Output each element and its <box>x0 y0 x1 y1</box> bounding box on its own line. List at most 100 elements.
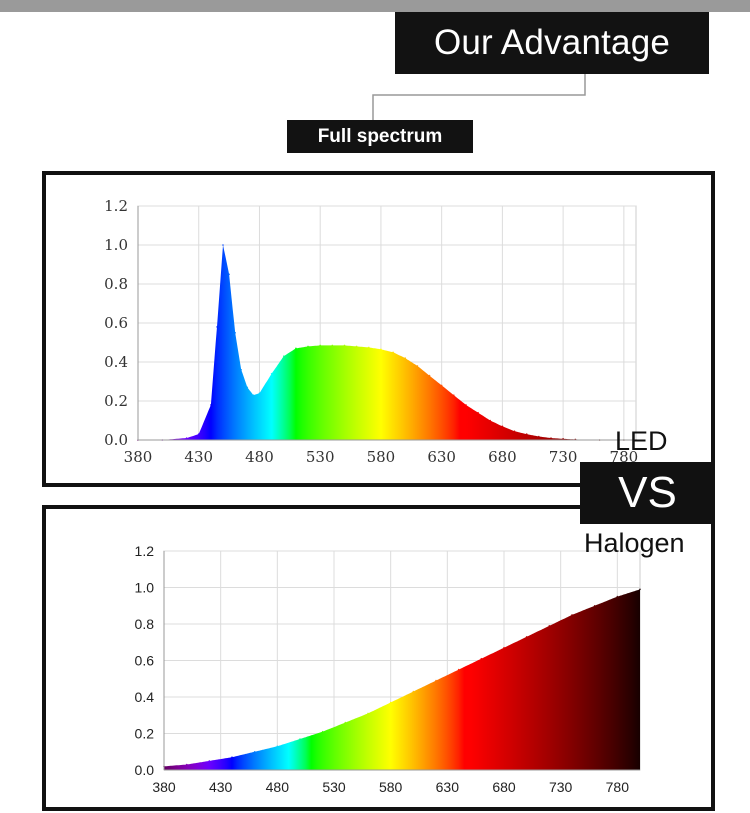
x-tick-label: 480 <box>245 448 274 466</box>
halogen-label: Halogen <box>584 528 685 558</box>
data-point <box>343 344 346 347</box>
data-point <box>367 712 369 715</box>
data-point <box>435 679 437 682</box>
data-point <box>538 435 540 438</box>
x-tick-label: 430 <box>184 448 213 466</box>
halogen-spectrum-chart: 380 430 480 530 580 630 680 730 780 0.0 0.2 0.4 0.6 0… <box>135 543 641 795</box>
data-point <box>307 345 309 348</box>
data-point <box>392 351 394 354</box>
y-tick-label: 0.4 <box>135 689 155 705</box>
x-tick-label: 430 <box>209 779 233 795</box>
y-tick-label: 1.0 <box>104 236 128 254</box>
data-point <box>525 636 528 638</box>
data-point <box>299 738 301 740</box>
data-point <box>404 357 407 359</box>
data-point <box>477 411 479 414</box>
y-tick-label: 0.2 <box>135 726 155 742</box>
x-tick-label: 730 <box>549 448 578 466</box>
x-tick-label: 480 <box>266 779 290 795</box>
data-point <box>550 437 552 439</box>
y-tick-label: 0.2 <box>104 392 128 410</box>
data-point <box>331 344 334 347</box>
y-tick-label: 0.4 <box>104 353 128 371</box>
halogen-chart-panel: 380 430 480 530 580 630 680 730 780 0.0 0.2 0.4 0.6 0… <box>42 505 715 811</box>
vs-badge: VS <box>580 462 715 524</box>
subtitle-badge: Full spectrum <box>287 120 473 153</box>
x-tick-label: 630 <box>436 779 460 795</box>
x-tick-label: 530 <box>306 448 335 466</box>
data-point <box>253 751 256 753</box>
data-point <box>228 273 230 276</box>
y-tick-label: 0.8 <box>135 616 155 632</box>
data-point <box>319 344 322 347</box>
data-point <box>197 433 200 435</box>
data-point <box>380 348 382 351</box>
x-tick-label: 680 <box>492 779 516 795</box>
data-point <box>321 730 324 733</box>
x-tick-label: 380 <box>124 448 153 466</box>
data-point <box>428 374 431 377</box>
data-point <box>465 404 467 406</box>
x-tick-label: 780 <box>606 779 630 795</box>
top-gray-bar <box>0 0 750 12</box>
y-tick-label: 0.6 <box>135 653 155 669</box>
data-point <box>208 760 211 762</box>
y-tick-label: 1.2 <box>104 197 128 215</box>
data-point <box>453 394 455 396</box>
data-point <box>246 386 249 389</box>
page-title: Our Advantage <box>395 12 709 74</box>
x-tick-label: 380 <box>152 779 176 795</box>
x-tick-label: 680 <box>488 448 517 466</box>
data-point <box>276 745 279 748</box>
y-tick-label: 0.8 <box>104 275 128 293</box>
data-point <box>355 345 358 348</box>
x-tick-label: 630 <box>427 448 456 466</box>
led-chart-panel: 380 430 480 530 580 630 680 730 780 0.0 0.2 0.4 0.6 0… <box>42 171 715 487</box>
data-point <box>368 346 370 349</box>
data-point <box>440 384 443 387</box>
data-point <box>270 372 273 375</box>
data-point <box>503 646 505 649</box>
y-tick-label: 0.6 <box>104 314 128 332</box>
data-point <box>258 392 261 394</box>
data-point <box>240 369 242 371</box>
data-point <box>389 701 392 704</box>
led-spectrum-chart: 380 430 480 530 580 630 680 730 780 0.0 0.2 0.4 0.6 0… <box>104 197 639 466</box>
data-point <box>283 355 285 357</box>
spectrum-area <box>138 245 636 440</box>
led-label: LED <box>615 426 668 456</box>
data-point <box>344 721 347 724</box>
data-point <box>480 657 483 660</box>
x-tick-label: 530 <box>322 779 346 795</box>
data-point <box>639 588 641 591</box>
spectrum-area <box>164 589 640 770</box>
data-point <box>501 425 504 428</box>
data-point <box>416 365 419 367</box>
data-point <box>234 332 236 334</box>
x-tick-label: 780 <box>610 448 639 466</box>
x-tick-label: 730 <box>549 779 573 795</box>
y-tick-label: 1.0 <box>135 580 155 596</box>
y-tick-label: 1.2 <box>135 543 155 559</box>
data-point <box>412 690 415 693</box>
data-point <box>571 614 573 616</box>
x-tick-label: 580 <box>367 448 396 466</box>
data-point <box>616 595 619 598</box>
data-point <box>295 347 297 350</box>
data-point <box>513 430 516 432</box>
data-point <box>548 625 551 627</box>
y-tick-label: 0.0 <box>104 431 128 449</box>
x-tick-label: 580 <box>379 779 403 795</box>
data-point <box>252 394 255 396</box>
data-point <box>185 437 188 439</box>
data-point <box>222 244 224 246</box>
data-point <box>562 438 564 440</box>
data-point <box>231 756 233 758</box>
data-point <box>525 433 528 435</box>
y-tick-label: 0.0 <box>135 762 155 778</box>
data-point <box>216 326 218 328</box>
data-point <box>489 419 492 422</box>
data-point <box>185 763 188 766</box>
data-point <box>210 404 212 406</box>
data-point <box>457 668 460 671</box>
